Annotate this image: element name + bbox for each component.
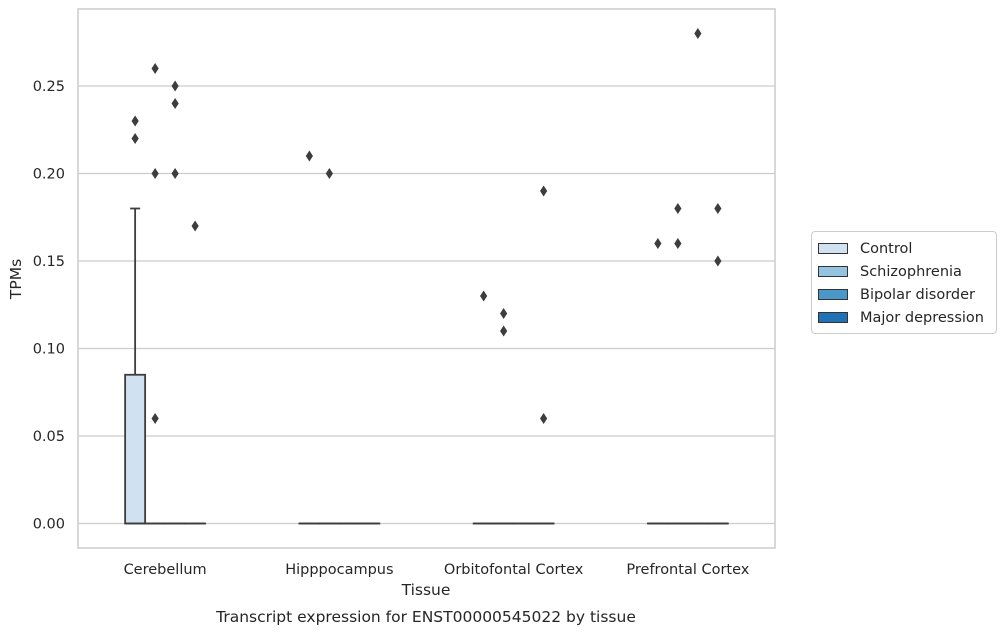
outlier-point	[191, 220, 199, 232]
legend-label: Major depression	[860, 309, 984, 326]
legend-swatch	[818, 312, 848, 323]
y-tick-label: 0.00	[33, 517, 65, 533]
outlier-point	[131, 115, 139, 127]
outlier-point	[151, 63, 159, 74]
outlier-point	[305, 150, 313, 162]
legend-swatch	[818, 289, 848, 300]
legend-item: Bipolar disorder	[812, 283, 996, 306]
x-tick-labels: Cerebellum Hipppocampus Orbitofontal Corte…	[124, 562, 750, 578]
outlier-point	[500, 308, 508, 319]
outlier-point	[171, 98, 179, 109]
outlier-point	[694, 28, 702, 39]
legend-label: Schizophrenia	[860, 263, 962, 280]
outlier-point	[674, 238, 682, 249]
outlier-point	[325, 168, 333, 179]
legend-item: Schizophrenia	[812, 260, 996, 283]
outlier-point	[500, 325, 508, 337]
outlier-point	[714, 255, 722, 267]
legend-item: Major depression	[812, 306, 996, 329]
legend-label: Bipolar disorder	[860, 286, 975, 303]
y-tick-label: 0.20	[33, 167, 65, 183]
x-axis-title: Tissue	[401, 581, 451, 599]
outlier-point	[171, 80, 179, 92]
legend-label: Control	[860, 240, 913, 257]
y-tick-labels: 0.00 0.05 0.10 0.15 0.20 0.25	[33, 79, 65, 533]
legend-swatch	[818, 243, 848, 254]
box	[124, 373, 147, 525]
plot-frame	[77, 8, 776, 549]
outlier-point	[151, 413, 159, 424]
outlier-point	[674, 203, 682, 214]
chart-caption: Transcript expression for ENST0000054502…	[215, 608, 636, 626]
outlier-point	[654, 238, 662, 249]
outlier-point	[171, 168, 179, 179]
legend: Control Schizophrenia Bipolar disorder Majo…	[811, 231, 997, 334]
legend-item: Control	[812, 237, 996, 260]
outlier-point	[540, 413, 548, 424]
x-tick-label: Prefrontal Cortex	[626, 562, 749, 578]
y-tick-label: 0.10	[33, 342, 65, 358]
outlier-point	[151, 168, 159, 179]
outlier-point	[480, 290, 488, 302]
legend-swatch	[818, 266, 848, 277]
x-tick-label: Orbitofontal Cortex	[444, 562, 584, 578]
y-tick-label: 0.15	[33, 254, 65, 270]
outlier-point	[131, 133, 139, 144]
outlier-point	[540, 185, 548, 197]
gridlines	[78, 85, 775, 525]
y-tick-label: 0.25	[33, 79, 65, 95]
x-tick-label: Cerebellum	[124, 562, 207, 578]
x-tick-label: Hipppocampus	[285, 562, 393, 578]
outlier-point	[714, 203, 722, 214]
y-axis-title: TPMs	[7, 259, 25, 300]
y-tick-label: 0.05	[33, 429, 65, 445]
plot-marks	[124, 28, 729, 525]
